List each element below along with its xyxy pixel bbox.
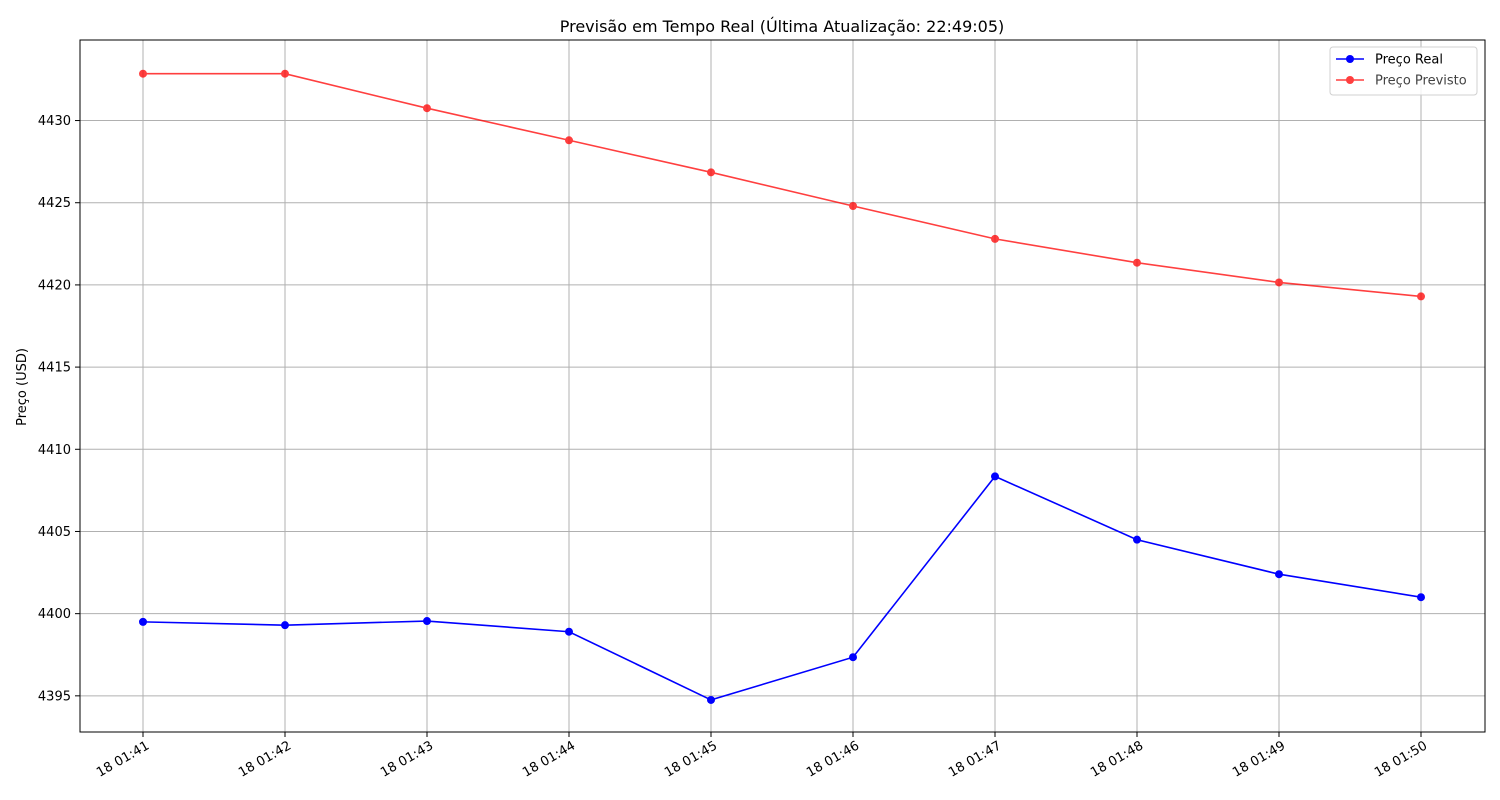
- series-line-1: [143, 72, 1422, 298]
- grid: [80, 40, 1485, 732]
- y-axis-label: Preço (USD): [15, 348, 30, 426]
- x-tick-label: 18 01:43: [378, 738, 436, 780]
- y-tick-label: 4415: [38, 361, 71, 376]
- x-tick-label: 18 01:50: [1372, 738, 1430, 780]
- x-tick-label: 18 01:46: [804, 738, 862, 780]
- data-point-1-3: [565, 136, 573, 145]
- x-tick-label: 18 01:45: [662, 738, 720, 780]
- x-tick-label: 18 01:48: [1088, 738, 1146, 780]
- x-tick-label: 18 01:42: [236, 738, 294, 780]
- data-point-1-0: [139, 69, 147, 78]
- data-point-0-3: [565, 627, 573, 636]
- legend-item-1: Preço Previsto: [1336, 74, 1467, 89]
- data-point-1-9: [1417, 292, 1425, 301]
- y-tick-label: 4395: [38, 689, 71, 704]
- data-point-1-1: [281, 69, 289, 78]
- y-tick-label: 4420: [38, 278, 71, 293]
- y-tick-label: 4410: [38, 443, 71, 458]
- data-point-1-7: [1133, 258, 1141, 267]
- data-point-0-1: [281, 621, 289, 630]
- data-point-0-4: [707, 695, 715, 704]
- y-tick-label: 4400: [38, 607, 71, 622]
- data-point-1-4: [707, 168, 715, 177]
- data-point-1-8: [1275, 278, 1283, 287]
- y-axis: 4395 4400 4405 4410 4415 4420 4425 4430: [38, 114, 80, 704]
- legend: Preço Real Preço Previsto: [1329, 46, 1478, 96]
- y-tick-label: 4405: [38, 525, 71, 540]
- data-point-0-9: [1417, 593, 1425, 602]
- data-point-0-5: [849, 653, 857, 662]
- data-point-1-6: [991, 234, 999, 243]
- data-point-0-8: [1275, 570, 1283, 579]
- legend-item-0: Preço Real: [1336, 53, 1443, 68]
- data-point-1-5: [849, 202, 857, 211]
- y-tick-label: 4425: [38, 196, 71, 211]
- data-point-0-6: [991, 472, 999, 481]
- y-tick-label: 4430: [38, 114, 71, 129]
- data-point-0-2: [423, 617, 431, 626]
- series-line-0: [142, 475, 1422, 701]
- series-1: [139, 69, 1425, 301]
- legend-marker: [1346, 55, 1354, 63]
- plot-area-frame: [79, 39, 1486, 733]
- legend-label: Preço Previsto: [1375, 74, 1467, 89]
- x-tick-label: 18 01:49: [1230, 738, 1288, 780]
- series-0: [139, 472, 1425, 704]
- data-point-0-7: [1133, 535, 1141, 544]
- chart-title: Previsão em Tempo Real (Última Atualizaç…: [560, 17, 1005, 36]
- data-point-1-2: [423, 104, 431, 113]
- x-tick-label: 18 01:41: [94, 738, 152, 780]
- legend-box: [1329, 46, 1478, 96]
- legend-marker: [1346, 76, 1354, 84]
- x-tick-label: 18 01:47: [946, 738, 1004, 780]
- series-layer: [139, 69, 1425, 704]
- data-point-0-0: [139, 617, 147, 626]
- x-axis: 18 01:41 18 01:42 18 01:43 18 01:44 18 01:45…: [94, 732, 1430, 781]
- legend-label: Preço Real: [1375, 53, 1443, 68]
- x-tick-label: 18 01:44: [520, 738, 578, 780]
